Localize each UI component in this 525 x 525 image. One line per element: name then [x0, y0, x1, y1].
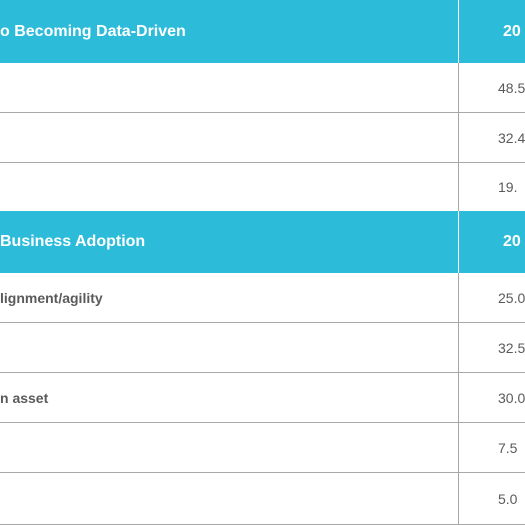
section-header-business-adoption: Business Adoption 20	[0, 211, 525, 273]
row-value: 19.	[498, 179, 518, 195]
row-value: 32.4	[498, 129, 525, 146]
row-value: 32.5	[498, 339, 525, 356]
table-row: 32.4	[0, 113, 525, 163]
row-value: 25.0	[498, 289, 525, 306]
column-divider	[458, 273, 459, 525]
section-header-data-driven: o Becoming Data-Driven 20	[0, 0, 525, 63]
table-row: lignment/agility 25.0	[0, 273, 525, 323]
table-row: n asset 30.0	[0, 373, 525, 423]
column-divider	[458, 63, 459, 211]
row-label: lignment/agility	[0, 289, 103, 306]
table-row: 5.0	[0, 473, 525, 525]
column-divider	[458, 0, 459, 63]
section-title: Business Adoption	[0, 233, 146, 250]
table-row: 32.5	[0, 323, 525, 373]
table-row: 19.	[0, 163, 525, 211]
row-value: 48.5	[498, 79, 525, 96]
section-title: o Becoming Data-Driven	[0, 22, 186, 40]
table-row: 48.5	[0, 63, 525, 113]
column-divider	[458, 211, 459, 273]
row-label: n asset	[0, 389, 49, 406]
row-value: 30.0	[498, 389, 525, 406]
row-value: 5.0	[498, 490, 518, 507]
year-column-header: 20	[503, 22, 521, 40]
year-column-header: 20	[503, 233, 521, 250]
row-value: 7.5	[498, 439, 518, 456]
table-row: 7.5	[0, 423, 525, 473]
